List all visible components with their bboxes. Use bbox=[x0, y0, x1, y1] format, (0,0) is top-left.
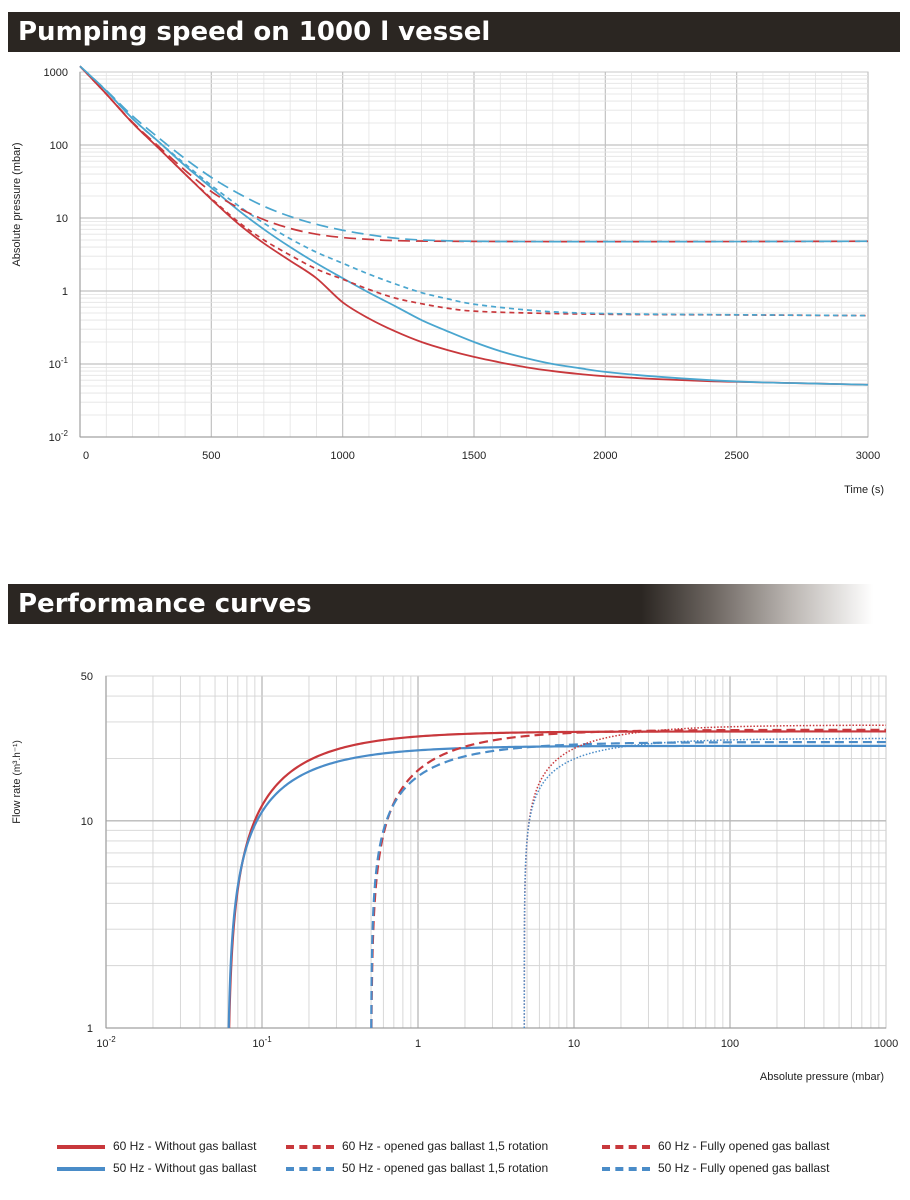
chart-grid bbox=[79, 71, 869, 438]
performance-chart: 10-2 10-1 1 10 100 1000 50 10 1 Absolute pressure… bbox=[11, 671, 898, 1083]
series-line-2 bbox=[79, 65, 869, 386]
y-tick-label: 100 bbox=[50, 140, 68, 152]
legend-swatch bbox=[57, 1166, 105, 1171]
x-tick-label: 10-2 bbox=[96, 1035, 116, 1050]
pumping-speed-title: Pumping speed on 1000 l vessel bbox=[18, 17, 491, 47]
x-tick-label: 10 bbox=[568, 1038, 580, 1050]
plot-area bbox=[105, 675, 887, 1029]
y-tick-label: 1000 bbox=[44, 67, 68, 79]
chart-axes bbox=[79, 72, 868, 438]
legend-label: 50 Hz - opened gas ballast 1,5 rotation bbox=[342, 1161, 549, 1175]
x-tick-label: 500 bbox=[202, 450, 220, 462]
series-line-4 bbox=[79, 65, 869, 317]
series-line-6 bbox=[79, 65, 869, 243]
series-line-5 bbox=[79, 65, 869, 243]
y-axis-title: Absolute pressure (mbar) bbox=[11, 142, 23, 266]
performance-banner: Performance curves bbox=[8, 584, 900, 624]
x-tick-label: 10-1 bbox=[252, 1035, 272, 1050]
y-tick-label: 10 bbox=[56, 213, 68, 225]
legend-label: 60 Hz - Fully opened gas ballast bbox=[658, 1139, 830, 1153]
legend-swatch bbox=[286, 1166, 334, 1171]
x-tick-label: 1000 bbox=[330, 450, 354, 462]
y-tick-label: 10-2 bbox=[49, 429, 69, 444]
performance-legend: 60 Hz - Without gas ballast 50 Hz - Witho… bbox=[0, 1132, 910, 1182]
legend-swatch bbox=[602, 1144, 650, 1149]
x-tick-label: 100 bbox=[721, 1038, 739, 1050]
series-line-2 bbox=[227, 744, 886, 1029]
chart-axes bbox=[105, 676, 886, 1029]
chart-labels: 10-2 10-1 1 10 100 1000 50 10 1 Absolute pressure… bbox=[11, 671, 898, 1083]
legend-item: 60 Hz - Fully opened gas ballast bbox=[602, 1136, 829, 1156]
series-line-4 bbox=[370, 740, 886, 1029]
legend-swatch bbox=[286, 1144, 334, 1149]
y-axis-title: Flow rate (m³.h⁻¹) bbox=[11, 740, 23, 824]
y-tick-label: 10 bbox=[81, 816, 93, 828]
y-tick-label: 1 bbox=[87, 1023, 93, 1035]
y-tick-label: 50 bbox=[81, 671, 93, 683]
performance-title: Performance curves bbox=[18, 589, 312, 619]
series-line-5 bbox=[523, 724, 886, 1029]
chart-grid bbox=[105, 675, 887, 1029]
chart-series-group bbox=[79, 65, 869, 386]
x-tick-label: 2500 bbox=[724, 450, 748, 462]
chart-labels: 0 500 1000 1500 2000 2500 3000 1000 100 10 1 10-1 10… bbox=[11, 67, 884, 496]
legend-swatch bbox=[57, 1144, 105, 1149]
chart-series-group bbox=[227, 724, 887, 1029]
legend-item: 50 Hz - opened gas ballast 1,5 rotation bbox=[286, 1158, 548, 1178]
legend-label: 50 Hz - Fully opened gas ballast bbox=[658, 1161, 830, 1175]
legend-label: 60 Hz - opened gas ballast 1,5 rotation bbox=[342, 1139, 549, 1153]
x-tick-label: 0 bbox=[83, 450, 89, 462]
legend-item: 60 Hz - opened gas ballast 1,5 rotation bbox=[286, 1136, 548, 1156]
y-tick-label: 1 bbox=[62, 286, 68, 298]
x-axis-title: Absolute pressure (mbar) bbox=[760, 1071, 884, 1083]
legend-swatch bbox=[602, 1166, 650, 1171]
y-tick-label: 10-1 bbox=[49, 356, 69, 371]
legend-item: 50 Hz - Without gas ballast bbox=[57, 1158, 256, 1178]
x-tick-label: 1500 bbox=[462, 450, 486, 462]
legend-label: 60 Hz - Without gas ballast bbox=[113, 1139, 257, 1153]
legend-item: 60 Hz - Without gas ballast bbox=[57, 1136, 256, 1156]
x-tick-label: 3000 bbox=[856, 450, 880, 462]
legend-item: 50 Hz - Fully opened gas ballast bbox=[602, 1158, 829, 1178]
x-axis-title: Time (s) bbox=[844, 484, 884, 496]
series-line-1 bbox=[228, 730, 886, 1029]
series-line-3 bbox=[79, 65, 869, 317]
pumping-speed-chart: 0 500 1000 1500 2000 2500 3000 1000 100 10 1 10-1 10… bbox=[11, 65, 884, 496]
x-tick-label: 1 bbox=[415, 1038, 421, 1050]
legend-label: 50 Hz - Without gas ballast bbox=[113, 1161, 257, 1175]
x-tick-label: 2000 bbox=[593, 450, 617, 462]
pumping-speed-banner: Pumping speed on 1000 l vessel bbox=[8, 12, 900, 52]
series-line-6 bbox=[523, 737, 887, 1029]
x-tick-label: 1000 bbox=[874, 1038, 898, 1050]
